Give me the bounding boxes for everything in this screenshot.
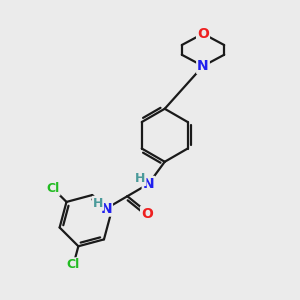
Text: O: O [141,207,153,221]
Text: N: N [197,59,209,73]
Text: N: N [100,202,112,216]
Text: Cl: Cl [46,182,60,195]
Text: H: H [93,197,103,210]
Text: O: O [197,27,209,41]
Text: Cl: Cl [67,258,80,271]
Text: N: N [143,177,154,191]
Text: H: H [135,172,146,185]
